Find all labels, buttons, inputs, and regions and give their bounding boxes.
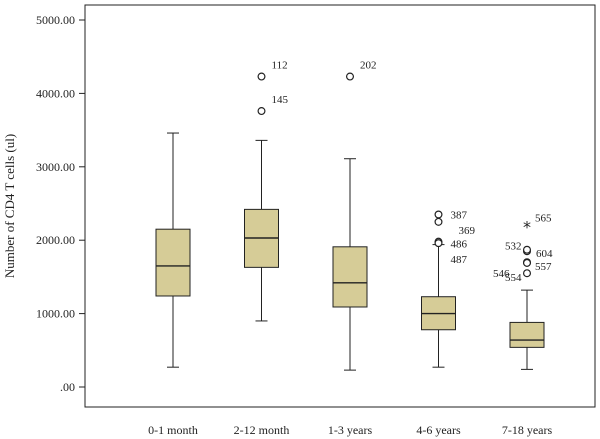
outlier-circle [522,245,531,254]
x-tick-label: 0-1 month [148,423,198,437]
y-tick-label: 1000.00 [36,307,75,321]
box-1-3-years: 202 [332,60,377,371]
outlier-label: 202 [360,60,377,72]
y-tick-label: .00 [60,380,75,394]
plot-frame [84,4,596,408]
outlier-label: 486 [451,239,468,251]
outlier-label: 532 [505,241,522,253]
outlier-label: 112 [272,60,288,72]
x-axis: 0-1 month 2-12 month 1-3 years 4-6 years 7-1… [148,423,552,437]
outlier-label: 369 [459,225,476,237]
outlier-circle [346,72,355,81]
box-0-1-month [155,132,191,368]
box-2-12-month: 112 145 [244,60,289,322]
y-axis-label: Number of CD4 T cells (ul) [2,134,17,278]
outlier-label: 557 [535,261,552,273]
outlier-circle [434,217,443,226]
outlier-label: 546 [493,268,510,280]
outlier-label: 387 [451,210,468,222]
outlier-circle [522,258,531,267]
outlier-label: 565 [535,213,552,225]
outlier-label: 604 [536,248,553,260]
outlier-circle [434,210,443,219]
outlier-extreme-star: * [523,218,531,237]
y-axis: .00 1000.00 2000.00 3000.00 4000.00 5000.00 [36,13,85,394]
outlier-circle [522,269,531,278]
outlier-circle [257,107,266,116]
x-tick-label: 4-6 years [416,423,461,437]
iqr-box [155,228,191,297]
outlier-label: 487 [451,254,468,266]
outlier-label: 554 [505,272,522,284]
x-tick-label: 7-18 years [502,423,553,437]
iqr-box [509,321,545,348]
box-4-6-years: 387 369 486 487 [421,210,476,368]
outlier-circle [434,239,443,248]
outlier-label: 145 [272,94,289,106]
y-tick-label: 4000.00 [36,86,75,100]
y-tick-label: 2000.00 [36,233,75,247]
y-tick-label: 5000.00 [36,13,75,27]
x-tick-label: 1-3 years [328,423,373,437]
iqr-box [332,246,368,308]
outlier-circle [257,72,266,81]
x-tick-label: 2-12 month [234,423,290,437]
y-tick-label: 3000.00 [36,160,75,174]
